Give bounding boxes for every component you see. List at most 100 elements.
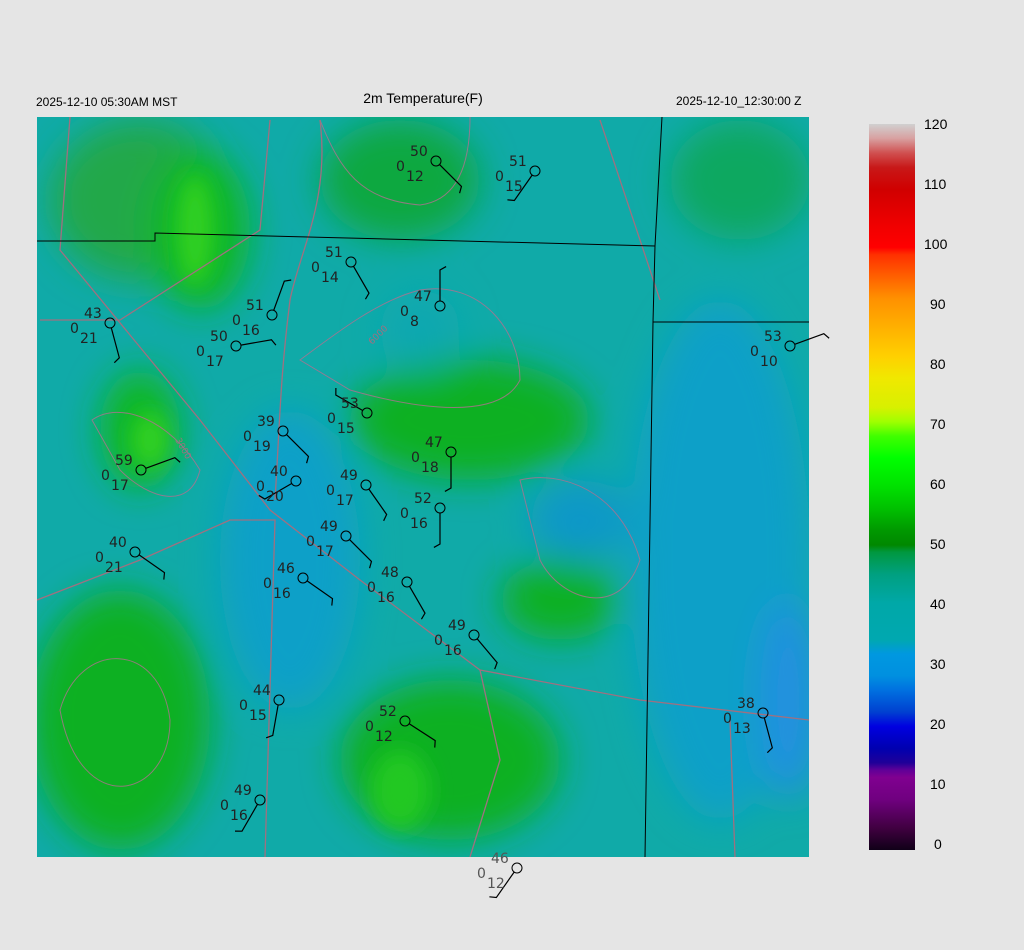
station-value: 0 — [220, 798, 229, 814]
station-temperature: 50 — [210, 329, 228, 345]
wind-barb — [489, 871, 515, 899]
station-circle — [129, 546, 141, 558]
station-plot: 47 08 — [400, 266, 447, 330]
wind-barb — [234, 804, 259, 832]
station-value: 0 — [243, 429, 252, 445]
station-plot: 50 017 — [196, 329, 277, 370]
station-value: 0 — [311, 260, 320, 276]
station-dewpoint: 12 — [406, 169, 424, 185]
station-plot: 40 021 — [95, 535, 166, 580]
station-temperature: 38 — [737, 696, 755, 712]
colorbar-tick-label: 30 — [930, 656, 946, 672]
wind-barb — [408, 723, 436, 748]
station-plot: 46 016 — [263, 561, 334, 606]
station-circle — [529, 165, 541, 177]
station-value: 0 — [750, 344, 759, 360]
station-dewpoint: 13 — [733, 721, 751, 737]
colorbar-tick-label: 40 — [930, 596, 946, 612]
station-temperature: 47 — [425, 435, 443, 451]
station-dewpoint: 17 — [206, 354, 224, 370]
station-value: 0 — [495, 169, 504, 185]
station-value: 0 — [365, 719, 374, 735]
station-circle — [345, 256, 357, 268]
station-dewpoint: 20 — [266, 489, 284, 505]
wind-barb — [110, 327, 120, 364]
station-circle — [297, 572, 309, 584]
station-value: 0 — [101, 468, 110, 484]
station-dewpoint: 19 — [253, 439, 271, 455]
colorbar-tick-label: 70 — [930, 416, 946, 432]
colorbar-tick-label: 90 — [930, 296, 946, 312]
station-circle — [784, 340, 796, 352]
station-temperature: 49 — [340, 468, 358, 484]
wind-barb — [368, 488, 388, 522]
station-temperature: 51 — [246, 298, 264, 314]
station-value: 0 — [434, 633, 443, 649]
station-dewpoint: 17 — [336, 493, 354, 509]
station-value: 0 — [326, 483, 335, 499]
colorbar-tick-label: 110 — [924, 176, 947, 192]
station-circle — [361, 407, 373, 419]
wind-barb — [286, 434, 310, 464]
station-plot: 52 016 — [400, 491, 446, 548]
station-plot: 40 020 — [256, 464, 302, 505]
station-value: 0 — [196, 344, 205, 360]
station-circle — [340, 530, 352, 542]
station-dewpoint: 16 — [242, 323, 260, 339]
station-temperature: 49 — [234, 783, 252, 799]
station-temperature: 46 — [491, 851, 509, 867]
station-temperature: 53 — [764, 329, 782, 345]
station-temperature: 44 — [253, 683, 271, 699]
station-value: 0 — [306, 534, 315, 550]
wind-barb — [349, 539, 373, 569]
wind-barb — [352, 266, 370, 300]
station-temperature: 51 — [325, 245, 343, 261]
station-temperature: 50 — [410, 144, 428, 160]
wind-barb — [763, 717, 773, 754]
state-borders — [37, 117, 809, 857]
station-temperature: 52 — [379, 704, 397, 720]
station-dewpoint: 18 — [421, 460, 439, 476]
station-temperature: 47 — [414, 289, 432, 305]
station-dewpoint: 16 — [377, 590, 395, 606]
wind-barb — [408, 586, 426, 620]
station-value: 0 — [723, 711, 732, 727]
station-circle — [430, 155, 442, 167]
station-circle — [135, 464, 147, 476]
wind-barb — [265, 704, 279, 739]
station-circle — [273, 694, 285, 706]
station-dewpoint: 15 — [505, 179, 523, 195]
station-temperature: 51 — [509, 154, 527, 170]
colorbar-tick-label: 100 — [924, 236, 948, 252]
station-temperature: 48 — [381, 565, 399, 581]
wind-barb — [794, 333, 830, 345]
wind-barb — [306, 580, 334, 606]
station-circle — [468, 629, 480, 641]
station-plot: 52 012 — [365, 704, 436, 748]
station-plot: 49 016 — [220, 783, 266, 832]
station-dewpoint: 21 — [105, 560, 123, 576]
station-circle — [399, 715, 411, 727]
station-value: 0 — [411, 450, 420, 466]
station-circle — [290, 475, 302, 487]
station-circle — [277, 425, 289, 437]
station-dewpoint: 12 — [375, 729, 393, 745]
contour-lines — [59, 117, 641, 787]
station-plot: 59 017 — [101, 453, 181, 494]
station-circle — [360, 479, 372, 491]
station-circle — [401, 576, 413, 588]
station-circle — [266, 309, 278, 321]
station-value: 0 — [239, 698, 248, 714]
wind-barb — [145, 457, 181, 469]
station-dewpoint: 17 — [111, 478, 129, 494]
wind-barb — [138, 554, 166, 580]
station-plot: 38 013 — [723, 696, 773, 754]
colorbar-tick-label: 80 — [930, 356, 946, 372]
station-plot: 51 016 — [232, 279, 292, 339]
station-dewpoint: 21 — [80, 331, 98, 347]
wind-barb — [240, 339, 277, 346]
station-value: 0 — [95, 550, 104, 566]
station-plot: 49 016 — [434, 618, 498, 670]
